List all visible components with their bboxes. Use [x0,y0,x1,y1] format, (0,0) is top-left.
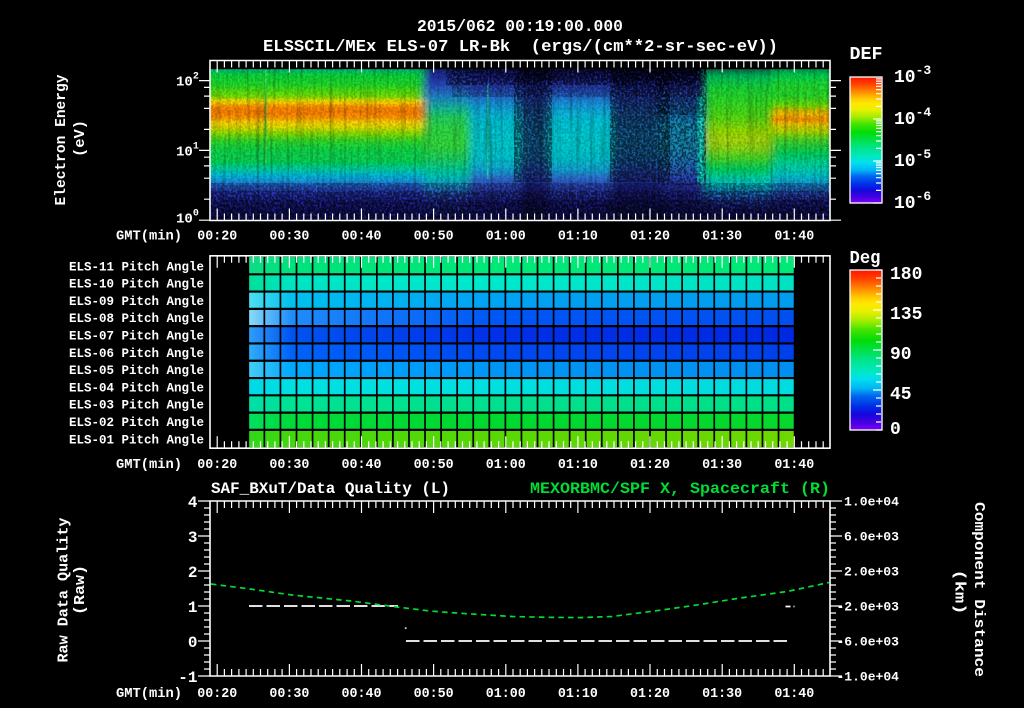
svg-text:Component Distance: Component Distance [970,502,986,677]
svg-text:ELS-10 Pitch Angle: ELS-10 Pitch Angle [69,277,204,292]
svg-text:SAF_BXuT/Data Quality (L): SAF_BXuT/Data Quality (L) [211,480,450,498]
svg-text:180: 180 [890,265,922,285]
svg-text:ELS-08 Pitch Angle: ELS-08 Pitch Angle [69,311,204,326]
svg-text:3: 3 [188,529,198,547]
svg-text:-6.0e+03: -6.0e+03 [837,635,900,650]
svg-text:GMT(min): GMT(min) [116,457,182,473]
svg-text:00:40: 00:40 [341,457,381,473]
svg-text:10-3: 10-3 [894,63,931,88]
svg-text:00:30: 00:30 [269,229,309,245]
svg-text:-2.0e+03: -2.0e+03 [837,600,900,615]
svg-text:01:40: 01:40 [774,686,814,702]
svg-text:(Raw): (Raw) [73,565,89,615]
svg-text:-1.0e+04: -1.0e+04 [837,670,900,685]
svg-text:2015/062 00:19:00.000: 2015/062 00:19:00.000 [417,18,623,37]
svg-text:Deg: Deg [850,249,881,269]
svg-text:00:40: 00:40 [341,229,381,245]
svg-text:00:50: 00:50 [414,457,454,473]
svg-text:10-5: 10-5 [894,147,931,172]
svg-text:ELS-03 Pitch Angle: ELS-03 Pitch Angle [69,398,204,413]
svg-text:00:50: 00:50 [414,229,454,245]
svg-text:6.0e+03: 6.0e+03 [844,530,899,545]
svg-text:GMT(min): GMT(min) [116,229,182,245]
svg-text:01:40: 01:40 [774,457,814,473]
svg-text:1.0e+04: 1.0e+04 [844,495,899,510]
svg-text:00:30: 00:30 [269,457,309,473]
svg-text:01:10: 01:10 [558,457,598,473]
svg-text:1: 1 [188,599,198,617]
svg-text:ELS-09 Pitch Angle: ELS-09 Pitch Angle [69,294,204,309]
svg-text:00:20: 00:20 [197,229,237,245]
svg-text:2: 2 [188,564,198,582]
svg-text:01:40: 01:40 [774,229,814,245]
svg-text:GMT(min): GMT(min) [116,686,182,702]
svg-text:00:20: 00:20 [197,686,237,702]
svg-text:45: 45 [890,385,912,405]
svg-text:01:10: 01:10 [558,229,598,245]
svg-text:00:40: 00:40 [341,686,381,702]
svg-text:ELSSCIL/MEx ELS-07 LR-Bk (erg: ELSSCIL/MEx ELS-07 LR-Bk (ergs/(cm**2-sr… [263,37,778,56]
svg-text:0: 0 [890,420,901,440]
svg-text:MEXORBMC/SPF X, Spacecraft (R): MEXORBMC/SPF X, Spacecraft (R) [530,480,830,498]
svg-text:01:20: 01:20 [630,457,670,473]
svg-text:(km): (km) [951,570,967,615]
svg-text:00:30: 00:30 [269,686,309,702]
svg-text:Raw Data Quality: Raw Data Quality [57,517,73,662]
svg-text:ELS-07 Pitch Angle: ELS-07 Pitch Angle [69,329,204,344]
svg-text:ELS-01 Pitch Angle: ELS-01 Pitch Angle [69,432,204,447]
svg-text:01:30: 01:30 [702,457,742,473]
svg-text:ELS-04 Pitch Angle: ELS-04 Pitch Angle [69,380,204,395]
svg-text:(eV): (eV) [73,120,89,157]
svg-text:4: 4 [188,494,198,512]
svg-text:00:50: 00:50 [414,686,454,702]
svg-text:ELS-02 Pitch Angle: ELS-02 Pitch Angle [69,415,204,430]
svg-text:01:30: 01:30 [702,686,742,702]
svg-text:90: 90 [890,345,912,365]
svg-text:ELS-06 Pitch Angle: ELS-06 Pitch Angle [69,346,204,361]
svg-text:01:10: 01:10 [558,686,598,702]
svg-text:ELS-05 Pitch Angle: ELS-05 Pitch Angle [69,363,204,378]
svg-text:01:20: 01:20 [630,686,670,702]
svg-text:01:30: 01:30 [702,229,742,245]
svg-text:-1: -1 [178,669,197,687]
svg-text:00:20: 00:20 [197,457,237,473]
svg-text:0: 0 [188,634,198,652]
svg-text:2.0e+03: 2.0e+03 [844,565,899,580]
svg-text:DEF: DEF [850,45,883,65]
svg-text:01:00: 01:00 [486,686,526,702]
svg-text:01:00: 01:00 [486,457,526,473]
svg-text:01:20: 01:20 [630,229,670,245]
svg-text:ELS-11 Pitch Angle: ELS-11 Pitch Angle [69,259,204,274]
svg-text:135: 135 [890,305,922,325]
svg-text:Electron Energy: Electron Energy [54,74,70,205]
svg-text:01:00: 01:00 [486,229,526,245]
